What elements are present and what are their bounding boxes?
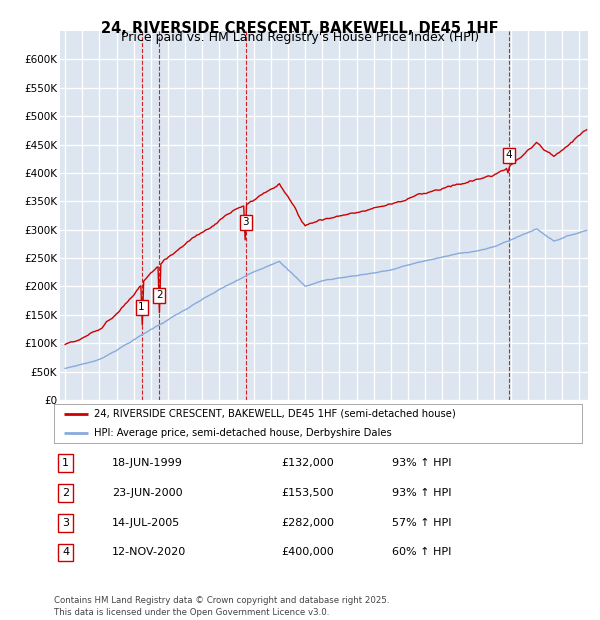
Text: £132,000: £132,000 — [281, 458, 334, 468]
Text: 4: 4 — [505, 151, 512, 161]
Text: 24, RIVERSIDE CRESCENT, BAKEWELL, DE45 1HF: 24, RIVERSIDE CRESCENT, BAKEWELL, DE45 1… — [101, 21, 499, 36]
Text: 93% ↑ HPI: 93% ↑ HPI — [392, 488, 451, 498]
Text: 1: 1 — [138, 303, 145, 312]
Text: 60% ↑ HPI: 60% ↑ HPI — [392, 547, 451, 557]
Text: 4: 4 — [62, 547, 69, 557]
Text: Price paid vs. HM Land Registry's House Price Index (HPI): Price paid vs. HM Land Registry's House … — [121, 31, 479, 44]
Text: 14-JUL-2005: 14-JUL-2005 — [112, 518, 181, 528]
Text: Contains HM Land Registry data © Crown copyright and database right 2025.
This d: Contains HM Land Registry data © Crown c… — [54, 596, 389, 617]
Text: HPI: Average price, semi-detached house, Derbyshire Dales: HPI: Average price, semi-detached house,… — [94, 428, 391, 438]
Text: 57% ↑ HPI: 57% ↑ HPI — [392, 518, 451, 528]
Text: 2: 2 — [156, 290, 163, 300]
Text: 12-NOV-2020: 12-NOV-2020 — [112, 547, 187, 557]
Text: 3: 3 — [62, 518, 69, 528]
Text: 2: 2 — [62, 488, 69, 498]
Text: 1: 1 — [62, 458, 69, 468]
Text: £153,500: £153,500 — [281, 488, 334, 498]
Text: 24, RIVERSIDE CRESCENT, BAKEWELL, DE45 1HF (semi-detached house): 24, RIVERSIDE CRESCENT, BAKEWELL, DE45 1… — [94, 409, 455, 419]
Text: 3: 3 — [242, 218, 249, 228]
Text: £400,000: £400,000 — [281, 547, 334, 557]
Text: 23-JUN-2000: 23-JUN-2000 — [112, 488, 183, 498]
Text: £282,000: £282,000 — [281, 518, 334, 528]
Text: 93% ↑ HPI: 93% ↑ HPI — [392, 458, 451, 468]
Text: 18-JUN-1999: 18-JUN-1999 — [112, 458, 183, 468]
